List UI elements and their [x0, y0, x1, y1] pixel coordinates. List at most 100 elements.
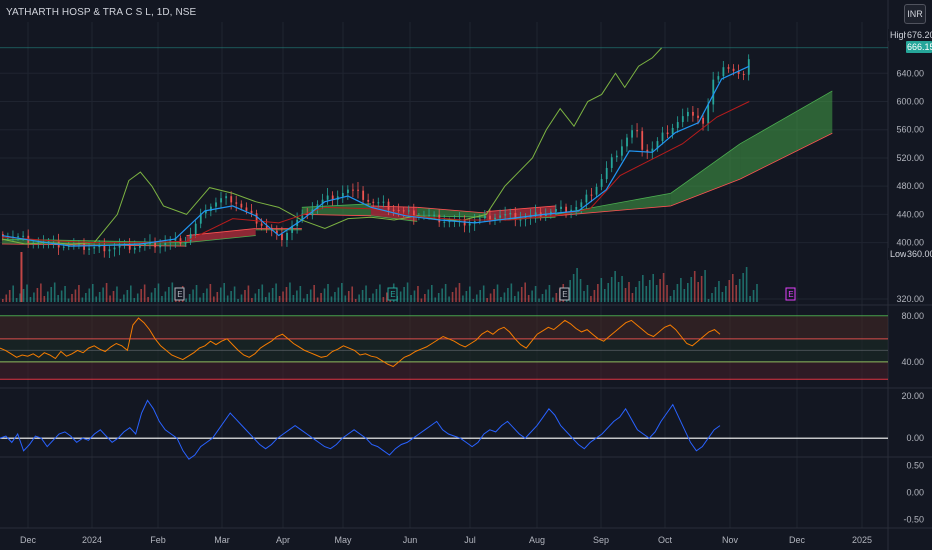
candle-body — [615, 155, 618, 158]
volume-bar — [725, 286, 727, 302]
volume-bar — [448, 296, 450, 302]
volume-bar — [721, 292, 724, 302]
low-label: Low — [890, 249, 907, 259]
volume-bar — [603, 289, 606, 302]
candle-body — [397, 210, 400, 212]
volume-bar — [686, 283, 689, 302]
candle-body — [37, 242, 40, 244]
volume-bar — [600, 278, 603, 302]
price-axis-tick: 600.00 — [896, 97, 924, 107]
candle-body — [88, 248, 91, 250]
volume-bar — [40, 283, 42, 302]
volume-bar — [531, 290, 533, 302]
candle-body — [544, 214, 547, 218]
candle-body — [717, 76, 720, 80]
volume-bar — [510, 283, 513, 302]
volume-bar — [514, 296, 516, 302]
candle-body — [585, 194, 588, 203]
leading-span-a — [301, 203, 372, 208]
volume-bar — [437, 293, 440, 302]
volume-bar — [552, 297, 554, 302]
volume-bar — [614, 271, 616, 302]
time-axis-tick: Jun — [403, 535, 418, 545]
volume-bar — [704, 270, 706, 302]
candle-body — [144, 243, 146, 246]
volume-bar — [171, 282, 174, 302]
candle-body — [62, 246, 65, 248]
volume-bar — [738, 279, 741, 302]
volume-bar — [479, 290, 482, 302]
volume-bar — [136, 293, 139, 302]
volume-bar — [98, 292, 101, 302]
time-axis-tick: 2024 — [82, 535, 102, 545]
candle-body — [275, 230, 278, 234]
volume-bar — [78, 285, 80, 302]
leading-span-b — [486, 205, 556, 212]
volume-bar — [583, 291, 585, 302]
candle-body — [194, 223, 197, 234]
volume-bar — [251, 298, 253, 302]
volume-bar — [430, 285, 433, 302]
volume-bar — [226, 295, 229, 302]
cloud-segment — [186, 228, 256, 243]
volume-bar — [119, 299, 122, 302]
volume-bar — [621, 276, 623, 302]
volume-bar — [718, 281, 720, 302]
currency-button[interactable]: INR — [904, 4, 926, 24]
candle-body — [631, 130, 633, 138]
volume-bar — [382, 297, 385, 302]
candle-body — [164, 242, 167, 246]
volume-bar — [81, 297, 84, 302]
volume-bar — [275, 283, 277, 302]
candle-body — [377, 202, 380, 204]
rsi-mid-band — [0, 338, 888, 362]
candle-body — [646, 149, 649, 152]
volume-bar — [334, 292, 336, 302]
volume-bar — [545, 289, 547, 302]
cloud-segment — [486, 205, 556, 221]
volume-bar — [216, 292, 219, 302]
indicator-axis-tick: 0.00 — [906, 488, 924, 498]
volume-bar — [482, 285, 485, 302]
volume-bar — [195, 285, 198, 302]
candle-body — [392, 209, 395, 211]
volume-bar — [451, 292, 454, 302]
volume-bar — [462, 295, 464, 302]
volume-bar — [240, 294, 243, 302]
volume-bar — [386, 292, 388, 302]
volume-bar — [534, 286, 537, 302]
high-value: 676.20 — [907, 30, 932, 40]
volume-bar — [707, 299, 710, 302]
candle-body — [331, 195, 334, 200]
volume-bar — [223, 283, 226, 302]
volume-bar — [399, 291, 402, 302]
volume-bar — [12, 285, 14, 302]
time-axis-tick: 2025 — [852, 535, 872, 545]
candle-body — [108, 249, 111, 252]
candle-body — [423, 215, 425, 217]
volume-bar — [313, 285, 315, 302]
cloud-segment — [740, 90, 833, 180]
volume-bar — [327, 284, 329, 302]
candle-body — [565, 206, 568, 213]
earnings-event-icon — [174, 287, 185, 301]
candle-body — [240, 203, 243, 208]
volume-bar — [420, 298, 423, 302]
volume-bar — [258, 289, 260, 302]
rsi-upper-band — [0, 315, 888, 339]
volume-bar — [254, 293, 257, 302]
earnings-event-icon — [785, 287, 796, 301]
badge-bg — [906, 29, 932, 41]
candle-body — [47, 241, 50, 243]
candle-body — [534, 212, 537, 216]
candle-body — [702, 117, 705, 124]
volume-bar — [261, 284, 264, 302]
volume-bar — [289, 282, 291, 302]
time-axis-tick: Apr — [276, 535, 290, 545]
time-axis-tick: May — [334, 535, 352, 545]
volume-bar — [648, 280, 651, 302]
candle-body — [686, 111, 689, 117]
volume-bar — [330, 296, 333, 302]
candle-body — [504, 214, 507, 216]
